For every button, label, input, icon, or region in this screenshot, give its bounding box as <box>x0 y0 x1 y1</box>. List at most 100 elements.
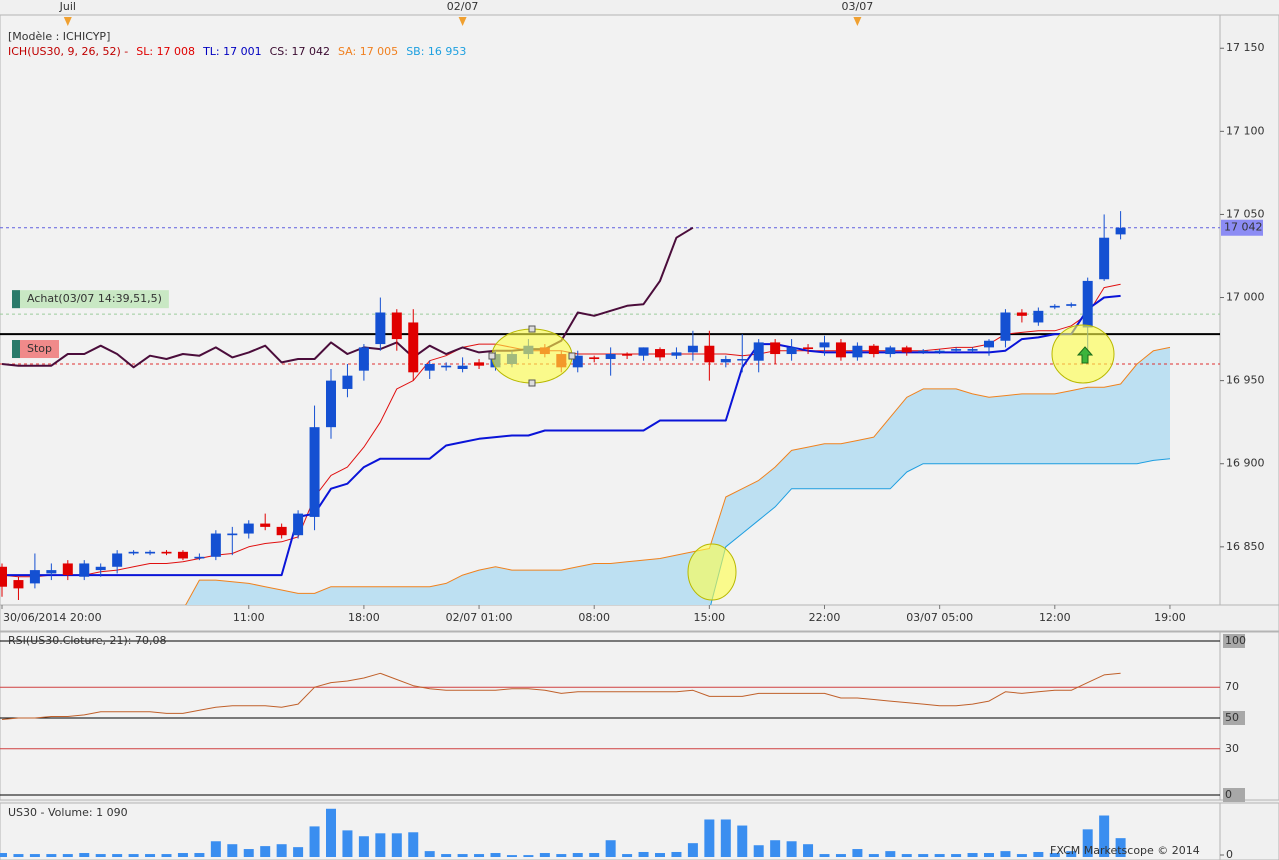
candle-body <box>622 354 633 356</box>
x-tick-label: 30/06/2014 20:00 <box>3 611 102 624</box>
candle-body <box>293 513 304 536</box>
volume-plot <box>0 808 1126 857</box>
volume-bar <box>474 854 485 857</box>
indicator-title: RSI(US30.Cloture, 21): 70,08 <box>8 634 166 647</box>
volume-bar <box>918 854 929 857</box>
y-tick-label: 100 <box>1225 634 1246 647</box>
volume-bar <box>79 853 90 857</box>
volume-bar <box>391 833 402 857</box>
candle-body <box>803 347 814 350</box>
candle-body <box>984 340 994 348</box>
handle <box>488 352 496 360</box>
candle-body <box>885 347 896 355</box>
volume-bar <box>13 854 24 857</box>
candle-body <box>260 523 271 527</box>
indicator-line <box>185 346 1171 605</box>
volume-bar <box>1016 854 1027 857</box>
candle-body <box>194 556 205 559</box>
candle-body <box>210 533 221 557</box>
candle-body <box>1082 280 1093 328</box>
x-tick-label: 22:00 <box>809 611 841 624</box>
candle-body <box>177 551 188 559</box>
volume-bar <box>622 854 633 857</box>
candle-body <box>457 365 468 369</box>
volume-bar <box>753 845 764 857</box>
candle-body <box>342 375 353 389</box>
candle-body <box>1066 304 1077 306</box>
candle-body <box>589 357 600 360</box>
volume-bar <box>605 840 616 857</box>
volume-bar <box>260 846 271 857</box>
price-label-box <box>1221 219 1263 236</box>
candle-body <box>276 526 287 536</box>
y-tick-label: 70 <box>1225 680 1239 693</box>
volume-bar <box>62 854 73 857</box>
legend-entry: ICH(US30, 9, 26, 52) - <box>8 45 128 58</box>
level-marker <box>12 290 20 309</box>
price-axis <box>1219 14 1279 606</box>
volume-bar <box>786 841 797 857</box>
highlight-ellipse <box>491 328 573 384</box>
volume-bar <box>145 854 156 857</box>
candle-body <box>1000 312 1011 341</box>
volume-bar <box>638 851 649 857</box>
volume-bar <box>408 832 419 857</box>
candle-body <box>737 359 748 361</box>
volume-bar <box>819 854 830 857</box>
date-strip <box>0 0 1279 15</box>
volume-bar <box>671 851 682 857</box>
candle-body <box>441 365 452 368</box>
legend-entry: SA: 17 005 <box>338 45 398 58</box>
candle-body <box>687 345 698 353</box>
volume-bar <box>523 855 534 857</box>
y-tick-label: 17 000 <box>1226 291 1265 304</box>
volume-bar <box>934 854 945 857</box>
candle-body <box>1049 305 1060 308</box>
legend-entry: SB: 16 953 <box>406 45 466 58</box>
volume-bar <box>1066 851 1077 857</box>
level-label-box <box>12 340 60 359</box>
y-tick-label: 17 100 <box>1226 124 1265 137</box>
volume-bar <box>358 836 369 857</box>
volume-bar <box>46 854 57 857</box>
candle-body <box>0 566 7 587</box>
candle-body <box>95 566 106 571</box>
candle-body <box>326 380 336 428</box>
candle-body <box>852 345 863 358</box>
candle-body <box>79 563 90 577</box>
y-tick-box <box>1223 634 1245 648</box>
indicator-line <box>2 294 1121 577</box>
level-label-box <box>12 290 169 309</box>
volume-bar <box>720 819 731 857</box>
watermark: FXCM Marketscope © 2014 <box>1050 844 1200 857</box>
candle-body <box>145 551 156 554</box>
x-tick-label: 12:00 <box>1039 611 1071 624</box>
candle-body <box>835 342 846 358</box>
volume-bar <box>704 819 715 857</box>
candle-body <box>391 312 402 340</box>
kumo-cloud <box>185 347 1170 605</box>
volume-bar <box>835 854 846 857</box>
candle-body <box>671 352 682 356</box>
candle-body <box>770 342 781 355</box>
candle-body <box>918 350 929 353</box>
volume-bar <box>1000 851 1011 857</box>
volume-bar <box>210 841 221 857</box>
candle-body <box>720 359 731 363</box>
x-tick-label: 02/07 01:00 <box>446 611 513 624</box>
candle-body <box>704 345 715 363</box>
volume-bar <box>128 854 139 857</box>
candle-body <box>29 570 40 584</box>
volume-bar <box>375 833 386 857</box>
volume-bar <box>309 826 320 857</box>
volume-bar <box>539 853 550 857</box>
volume-bar <box>572 853 583 857</box>
volume-bar <box>1033 851 1044 857</box>
volume-bar <box>1099 815 1110 857</box>
candle-body <box>753 342 764 361</box>
volume-bar <box>342 830 353 857</box>
volume-bar <box>885 851 896 857</box>
rsi-panel <box>0 631 1221 801</box>
legend-entry: TL: 17 001 <box>202 45 262 58</box>
